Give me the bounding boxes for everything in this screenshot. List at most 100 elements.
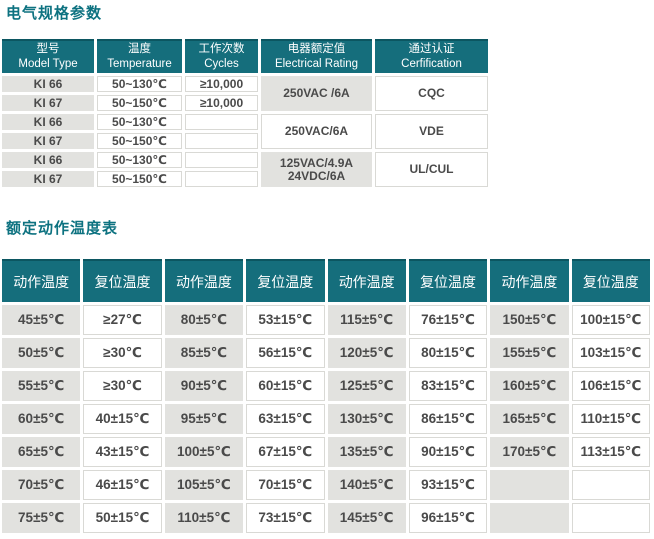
action-temp-cell-empty	[490, 470, 569, 500]
reset-temp-cell-empty	[571, 470, 650, 500]
temp-header-action: 动作温度	[2, 259, 81, 302]
table-row: 60±5℃ 40±15℃ 95±5℃ 63±15℃ 130±5℃ 86±15℃ …	[2, 404, 650, 434]
action-temp-cell: 50±5℃	[2, 338, 81, 368]
reset-temp-cell: 73±15℃	[246, 503, 325, 533]
action-temp-cell: 120±5℃	[327, 338, 406, 368]
reset-temp-cell: 93±15℃	[408, 470, 488, 500]
reset-temp-cell: 53±15℃	[246, 305, 325, 335]
electrical-spec-title: 电气规格参数	[6, 5, 103, 22]
reset-temp-cell: 83±15℃	[408, 371, 488, 401]
rating-cell: 250VAC /6A	[261, 76, 372, 111]
temp-range-cell: 50~130℃	[97, 76, 182, 92]
temp-header-action: 动作温度	[164, 259, 244, 302]
reset-temp-cell: ≥30℃	[83, 371, 162, 401]
reset-temp-cell: 67±15℃	[246, 437, 325, 467]
action-temp-cell: 80±5℃	[164, 305, 244, 335]
action-temp-cell: 100±5℃	[164, 437, 244, 467]
electrical-spec-table: 型号 Model Type 温度 Temperature 工作次数 Cycles 电器…	[0, 36, 491, 190]
rating-cell: 250VAC/6A	[261, 114, 372, 149]
temp-header-reset: 复位温度	[246, 259, 325, 302]
spec-header-temperature: 温度 Temperature	[97, 39, 182, 73]
model-cell: KI 67	[2, 133, 94, 149]
action-temp-cell: 65±5℃	[2, 437, 81, 467]
model-cell: KI 66	[2, 114, 94, 130]
spec-header-certification: 通过认证 Cerfification	[375, 39, 488, 73]
action-temp-cell: 135±5℃	[327, 437, 406, 467]
reset-temp-cell: 43±15℃	[83, 437, 162, 467]
cycles-cell	[185, 114, 258, 130]
certification-cell: UL/CUL	[375, 152, 488, 187]
action-temp-cell: 160±5℃	[490, 371, 569, 401]
table-row: 50±5℃ ≥30℃ 85±5℃ 56±15℃ 120±5℃ 80±15℃ 15…	[2, 338, 650, 368]
temp-range-cell: 50~150℃	[97, 133, 182, 149]
table-row: KI 66 50~130℃ 250VAC/6A VDE	[2, 114, 488, 149]
table-row: KI 66 50~130℃ 125VAC/4.9A 24VDC/6A UL/CU…	[2, 152, 488, 187]
model-cell: KI 66	[2, 152, 94, 168]
action-temp-cell: 150±5℃	[490, 305, 569, 335]
temp-header-action: 动作温度	[327, 259, 406, 302]
action-temp-cell: 130±5℃	[327, 404, 406, 434]
reset-temp-cell-empty	[571, 503, 650, 533]
reset-temp-cell: 46±15℃	[83, 470, 162, 500]
action-temp-cell: 110±5℃	[164, 503, 244, 533]
action-temp-cell: 115±5℃	[327, 305, 406, 335]
temp-header-reset: 复位温度	[83, 259, 162, 302]
action-temp-cell: 155±5℃	[490, 338, 569, 368]
table-row: 75±5℃ 50±15℃ 110±5℃ 73±15℃ 145±5℃ 96±15℃	[2, 503, 650, 533]
action-temp-cell: 60±5℃	[2, 404, 81, 434]
header-zh: 型号	[36, 43, 60, 56]
header-en: Electrical Rating	[274, 58, 359, 70]
cycles-cell: ≥10,000	[185, 76, 258, 92]
table-row: KI 67 50~150℃	[2, 133, 488, 149]
temp-header-reset: 复位温度	[571, 259, 650, 302]
model-cell: KI 67	[2, 95, 94, 111]
cycles-cell	[185, 171, 258, 187]
table-row: 55±5℃ ≥30℃ 90±5℃ 60±15℃ 125±5℃ 83±15℃ 16…	[2, 371, 650, 401]
spec-header-row: 型号 Model Type 温度 Temperature 工作次数 Cycles 电器…	[2, 39, 488, 73]
action-temp-cell: 140±5℃	[327, 470, 406, 500]
table-row: KI 66 50~130℃ ≥10,000 250VAC /6A CQC	[2, 76, 488, 111]
temp-header-row: 动作温度 复位温度 动作温度 复位温度 动作温度 复位温度 动作温度 复位温度	[2, 259, 650, 302]
model-cell: KI 66	[2, 76, 94, 92]
reset-temp-cell: 90±15℃	[408, 437, 488, 467]
reset-temp-cell: 96±15℃	[408, 503, 488, 533]
temp-header-reset: 复位温度	[408, 259, 488, 302]
table-row: 45±5℃ ≥27℃ 80±5℃ 53±15℃ 115±5℃ 76±15℃ 15…	[2, 305, 650, 335]
certification-cell: VDE	[375, 114, 488, 149]
spec-header-cycles: 工作次数 Cycles	[185, 39, 258, 73]
header-en: Model Type	[18, 58, 78, 70]
reset-temp-cell: 76±15℃	[408, 305, 488, 335]
table-row: 65±5℃ 43±15℃ 100±5℃ 67±15℃ 135±5℃ 90±15℃…	[2, 437, 650, 467]
action-temp-cell-empty	[490, 503, 569, 533]
reset-temp-cell: ≥27℃	[83, 305, 162, 335]
cycles-cell	[185, 152, 258, 168]
reset-temp-cell: 113±15℃	[571, 437, 650, 467]
header-en: Cycles	[204, 58, 239, 70]
reset-temp-cell: 40±15℃	[83, 404, 162, 434]
certification-cell: CQC	[375, 76, 488, 111]
action-temp-cell: 145±5℃	[327, 503, 406, 533]
spec-header-rating: 电器额定值 Electrical Rating	[261, 39, 372, 73]
cycles-cell: ≥10,000	[185, 95, 258, 111]
temp-range-cell: 50~130℃	[97, 114, 182, 130]
header-en: Cerfification	[401, 58, 462, 70]
reset-temp-cell: 106±15℃	[571, 371, 650, 401]
rated-temp-title: 额定动作温度表	[6, 220, 119, 237]
header-zh: 通过认证	[408, 43, 455, 56]
table-row: KI 67 50~150℃	[2, 171, 488, 187]
spec-header-model: 型号 Model Type	[2, 39, 94, 73]
reset-temp-cell: ≥30℃	[83, 338, 162, 368]
action-temp-cell: 55±5℃	[2, 371, 81, 401]
reset-temp-cell: 63±15℃	[246, 404, 325, 434]
model-cell: KI 67	[2, 171, 94, 187]
temp-range-cell: 50~150℃	[97, 95, 182, 111]
action-temp-cell: 70±5℃	[2, 470, 81, 500]
reset-temp-cell: 110±15℃	[571, 404, 650, 434]
action-temp-cell: 95±5℃	[164, 404, 244, 434]
action-temp-cell: 45±5℃	[2, 305, 81, 335]
reset-temp-cell: 80±15℃	[408, 338, 488, 368]
reset-temp-cell: 70±15℃	[246, 470, 325, 500]
header-zh: 电器额定值	[287, 43, 346, 56]
temp-header-action: 动作温度	[490, 259, 569, 302]
